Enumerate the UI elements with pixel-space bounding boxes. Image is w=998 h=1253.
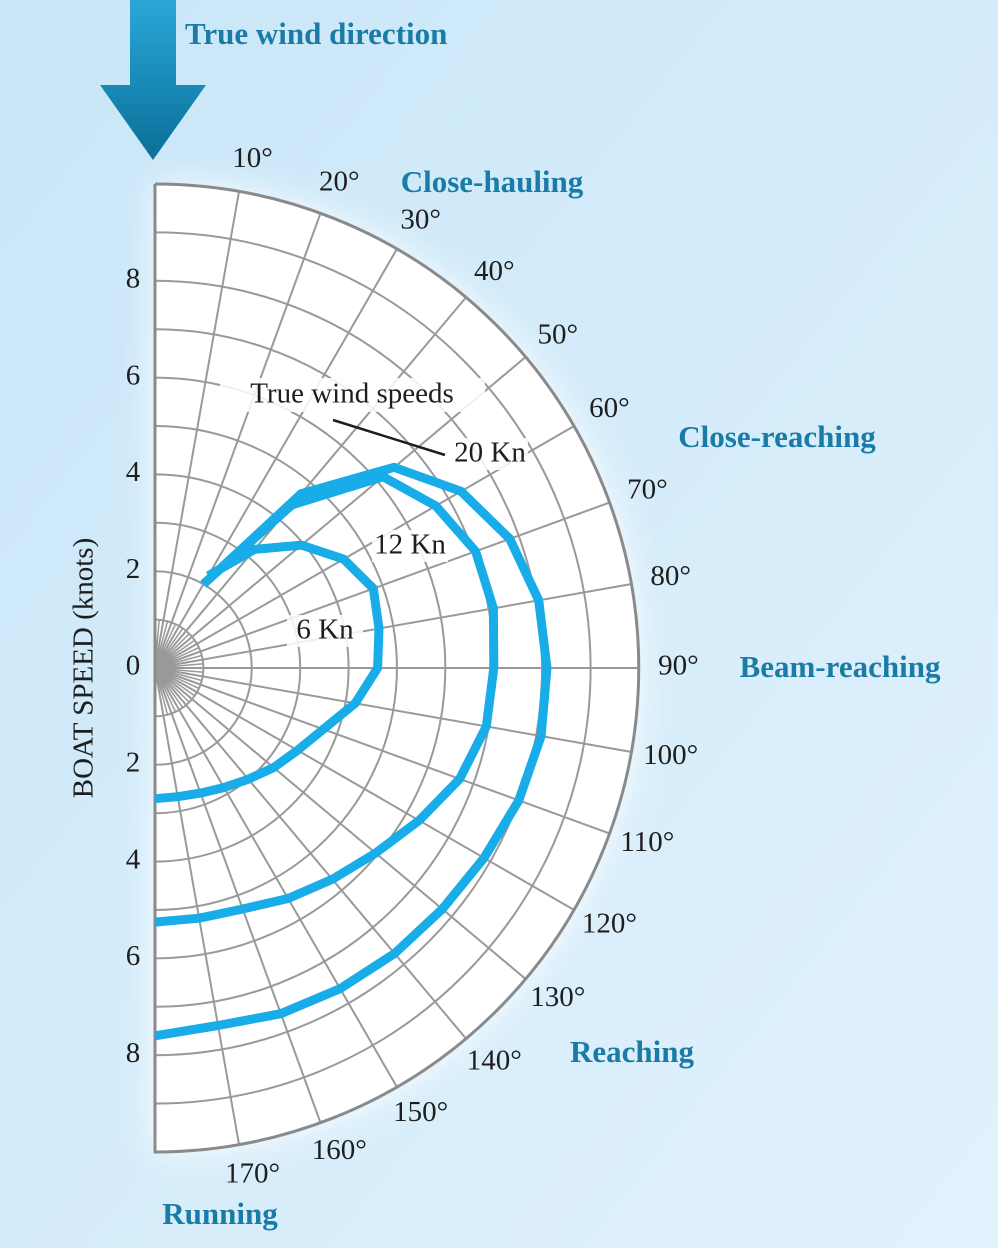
sector-label: Reaching — [570, 1034, 695, 1069]
r-tick-label: 4 — [126, 843, 141, 875]
sector-label: Close-hauling — [401, 164, 584, 199]
grid-spoke — [154, 667, 322, 1124]
grid-spoke — [154, 191, 241, 669]
minor-spoke — [154, 667, 177, 713]
grid-spoke — [154, 212, 322, 669]
r-axis-label: BOAT SPEED (knots) — [68, 538, 100, 799]
r-tick-label: 4 — [126, 456, 141, 488]
theta-tick-label: 120° — [582, 907, 637, 939]
annotation: True wind speeds — [250, 378, 454, 410]
grid-spoke — [154, 582, 632, 669]
r-tick-label: 0 — [126, 650, 141, 682]
grid-spoke — [154, 667, 241, 1145]
theta-tick-label: 170° — [225, 1157, 280, 1189]
minor-spoke — [154, 627, 184, 669]
minor-spoke — [154, 667, 200, 690]
theta-tick-label: 100° — [643, 739, 698, 771]
plot-outline — [153, 182, 641, 1154]
label-backing — [372, 530, 448, 562]
grid-spoke — [154, 667, 632, 754]
wind-speed-curve — [154, 462, 552, 1041]
series-label: 20 Kn — [454, 437, 526, 469]
label-backing — [452, 438, 528, 470]
plot-area — [153, 182, 641, 1154]
minor-spoke — [154, 639, 196, 669]
minor-spoke — [154, 667, 204, 673]
r-tick-label: 8 — [126, 262, 141, 294]
theta-tick-label: 10° — [232, 142, 273, 174]
theta-tick-label: 70° — [627, 473, 668, 505]
theta-tick-label: 160° — [312, 1134, 367, 1166]
minor-spoke — [154, 667, 202, 682]
theta-tick-label: 110° — [620, 826, 674, 858]
sector-label: Running — [162, 1196, 278, 1231]
r-tick-label: 2 — [126, 746, 141, 778]
theta-tick-label: 130° — [530, 981, 585, 1013]
title: True wind direction — [185, 16, 447, 51]
wind-speed-curve — [154, 472, 499, 927]
wind-arrow — [100, 0, 206, 160]
theta-tick-label: 60° — [589, 392, 630, 424]
theta-tick-label: 20° — [319, 165, 360, 197]
minor-spoke — [154, 623, 177, 669]
theta-tick-label: 30° — [400, 203, 441, 235]
sector-label: Beam-reaching — [740, 649, 941, 684]
minor-spoke — [154, 646, 200, 669]
r-tick-label: 2 — [126, 553, 141, 585]
grid-spoke — [154, 667, 467, 1040]
minor-spoke — [154, 654, 202, 669]
grid-spoke — [154, 501, 611, 669]
theta-tick-label: 140° — [467, 1045, 522, 1077]
theta-tick-label: 150° — [393, 1096, 448, 1128]
theta-tick-label: 40° — [474, 255, 515, 287]
grid-spoke — [154, 667, 575, 911]
series-label: 12 Kn — [374, 529, 446, 561]
minor-spoke — [154, 667, 184, 709]
minor-spoke — [154, 667, 169, 715]
r-tick-label: 6 — [126, 359, 141, 391]
minor-spoke — [154, 663, 204, 669]
label-backing — [287, 615, 363, 647]
wind-speed-curve — [154, 540, 384, 804]
grid-spoke — [154, 667, 398, 1088]
minor-spoke — [154, 667, 196, 697]
theta-tick-label: 50° — [538, 318, 579, 350]
minor-spoke — [154, 667, 190, 703]
series-label: 6 Kn — [296, 614, 354, 646]
minor-spoke — [154, 633, 190, 669]
sector-label: Close-reaching — [678, 419, 876, 454]
grid-spoke — [154, 296, 467, 669]
grid-spoke — [154, 667, 611, 835]
label-backing — [220, 378, 485, 412]
leader-line — [332, 418, 446, 457]
r-tick-label: 8 — [126, 1037, 141, 1069]
minor-spoke — [154, 621, 169, 669]
r-tick-label: 6 — [126, 940, 141, 972]
theta-tick-label: 80° — [650, 560, 691, 592]
grid-spoke — [154, 667, 527, 980]
theta-tick-label: 90° — [658, 650, 699, 682]
grid-spoke — [154, 248, 398, 669]
